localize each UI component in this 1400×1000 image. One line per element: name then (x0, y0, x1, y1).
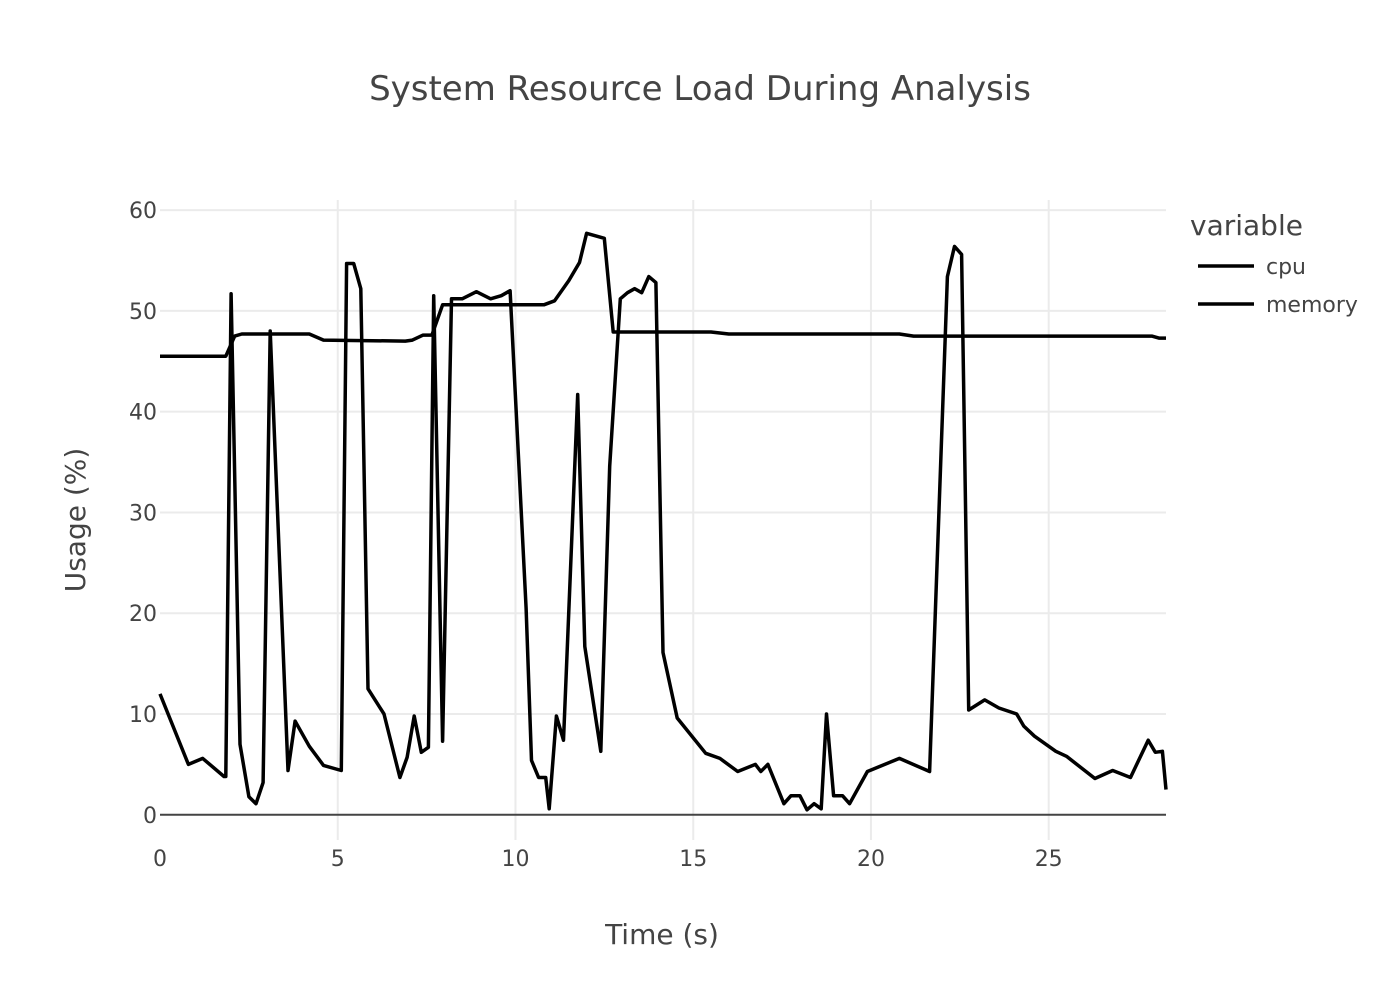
legend-items: cpu memory (1198, 255, 1358, 318)
tick-labels: 0 10 20 30 40 50 60 0 5 10 15 20 25 (129, 199, 1063, 872)
y-tick-label: 0 (143, 804, 157, 829)
x-axis-title: Time (s) (604, 918, 719, 951)
x-tick-label: 5 (331, 847, 345, 872)
series-line-cpu (158, 244, 1168, 812)
legend-label: memory (1266, 293, 1358, 318)
chart-title: System Resource Load During Analysis (369, 69, 1031, 109)
y-tick-label: 60 (129, 199, 157, 224)
x-tick-label: 10 (501, 847, 529, 872)
y-tick-label: 10 (129, 703, 157, 728)
gridlines (160, 200, 1166, 840)
x-tick-label: 15 (679, 847, 707, 872)
series-line-memory (160, 231, 1166, 358)
y-axis-title: Usage (%) (59, 448, 92, 593)
x-tick-label: 0 (153, 847, 167, 872)
y-tick-label: 20 (129, 602, 157, 627)
legend-label: cpu (1266, 255, 1306, 280)
x-tick-label: 25 (1035, 847, 1063, 872)
legend-title: variable (1190, 209, 1303, 242)
y-tick-label: 40 (129, 401, 157, 426)
y-tick-label: 50 (129, 300, 157, 325)
series-lines (158, 231, 1168, 812)
legend-item-cpu[interactable]: cpu (1198, 255, 1306, 280)
legend-item-memory[interactable]: memory (1198, 293, 1358, 318)
legend: variable cpu memory (1190, 209, 1358, 318)
y-tick-label: 30 (129, 501, 157, 526)
x-tick-label: 20 (857, 847, 885, 872)
